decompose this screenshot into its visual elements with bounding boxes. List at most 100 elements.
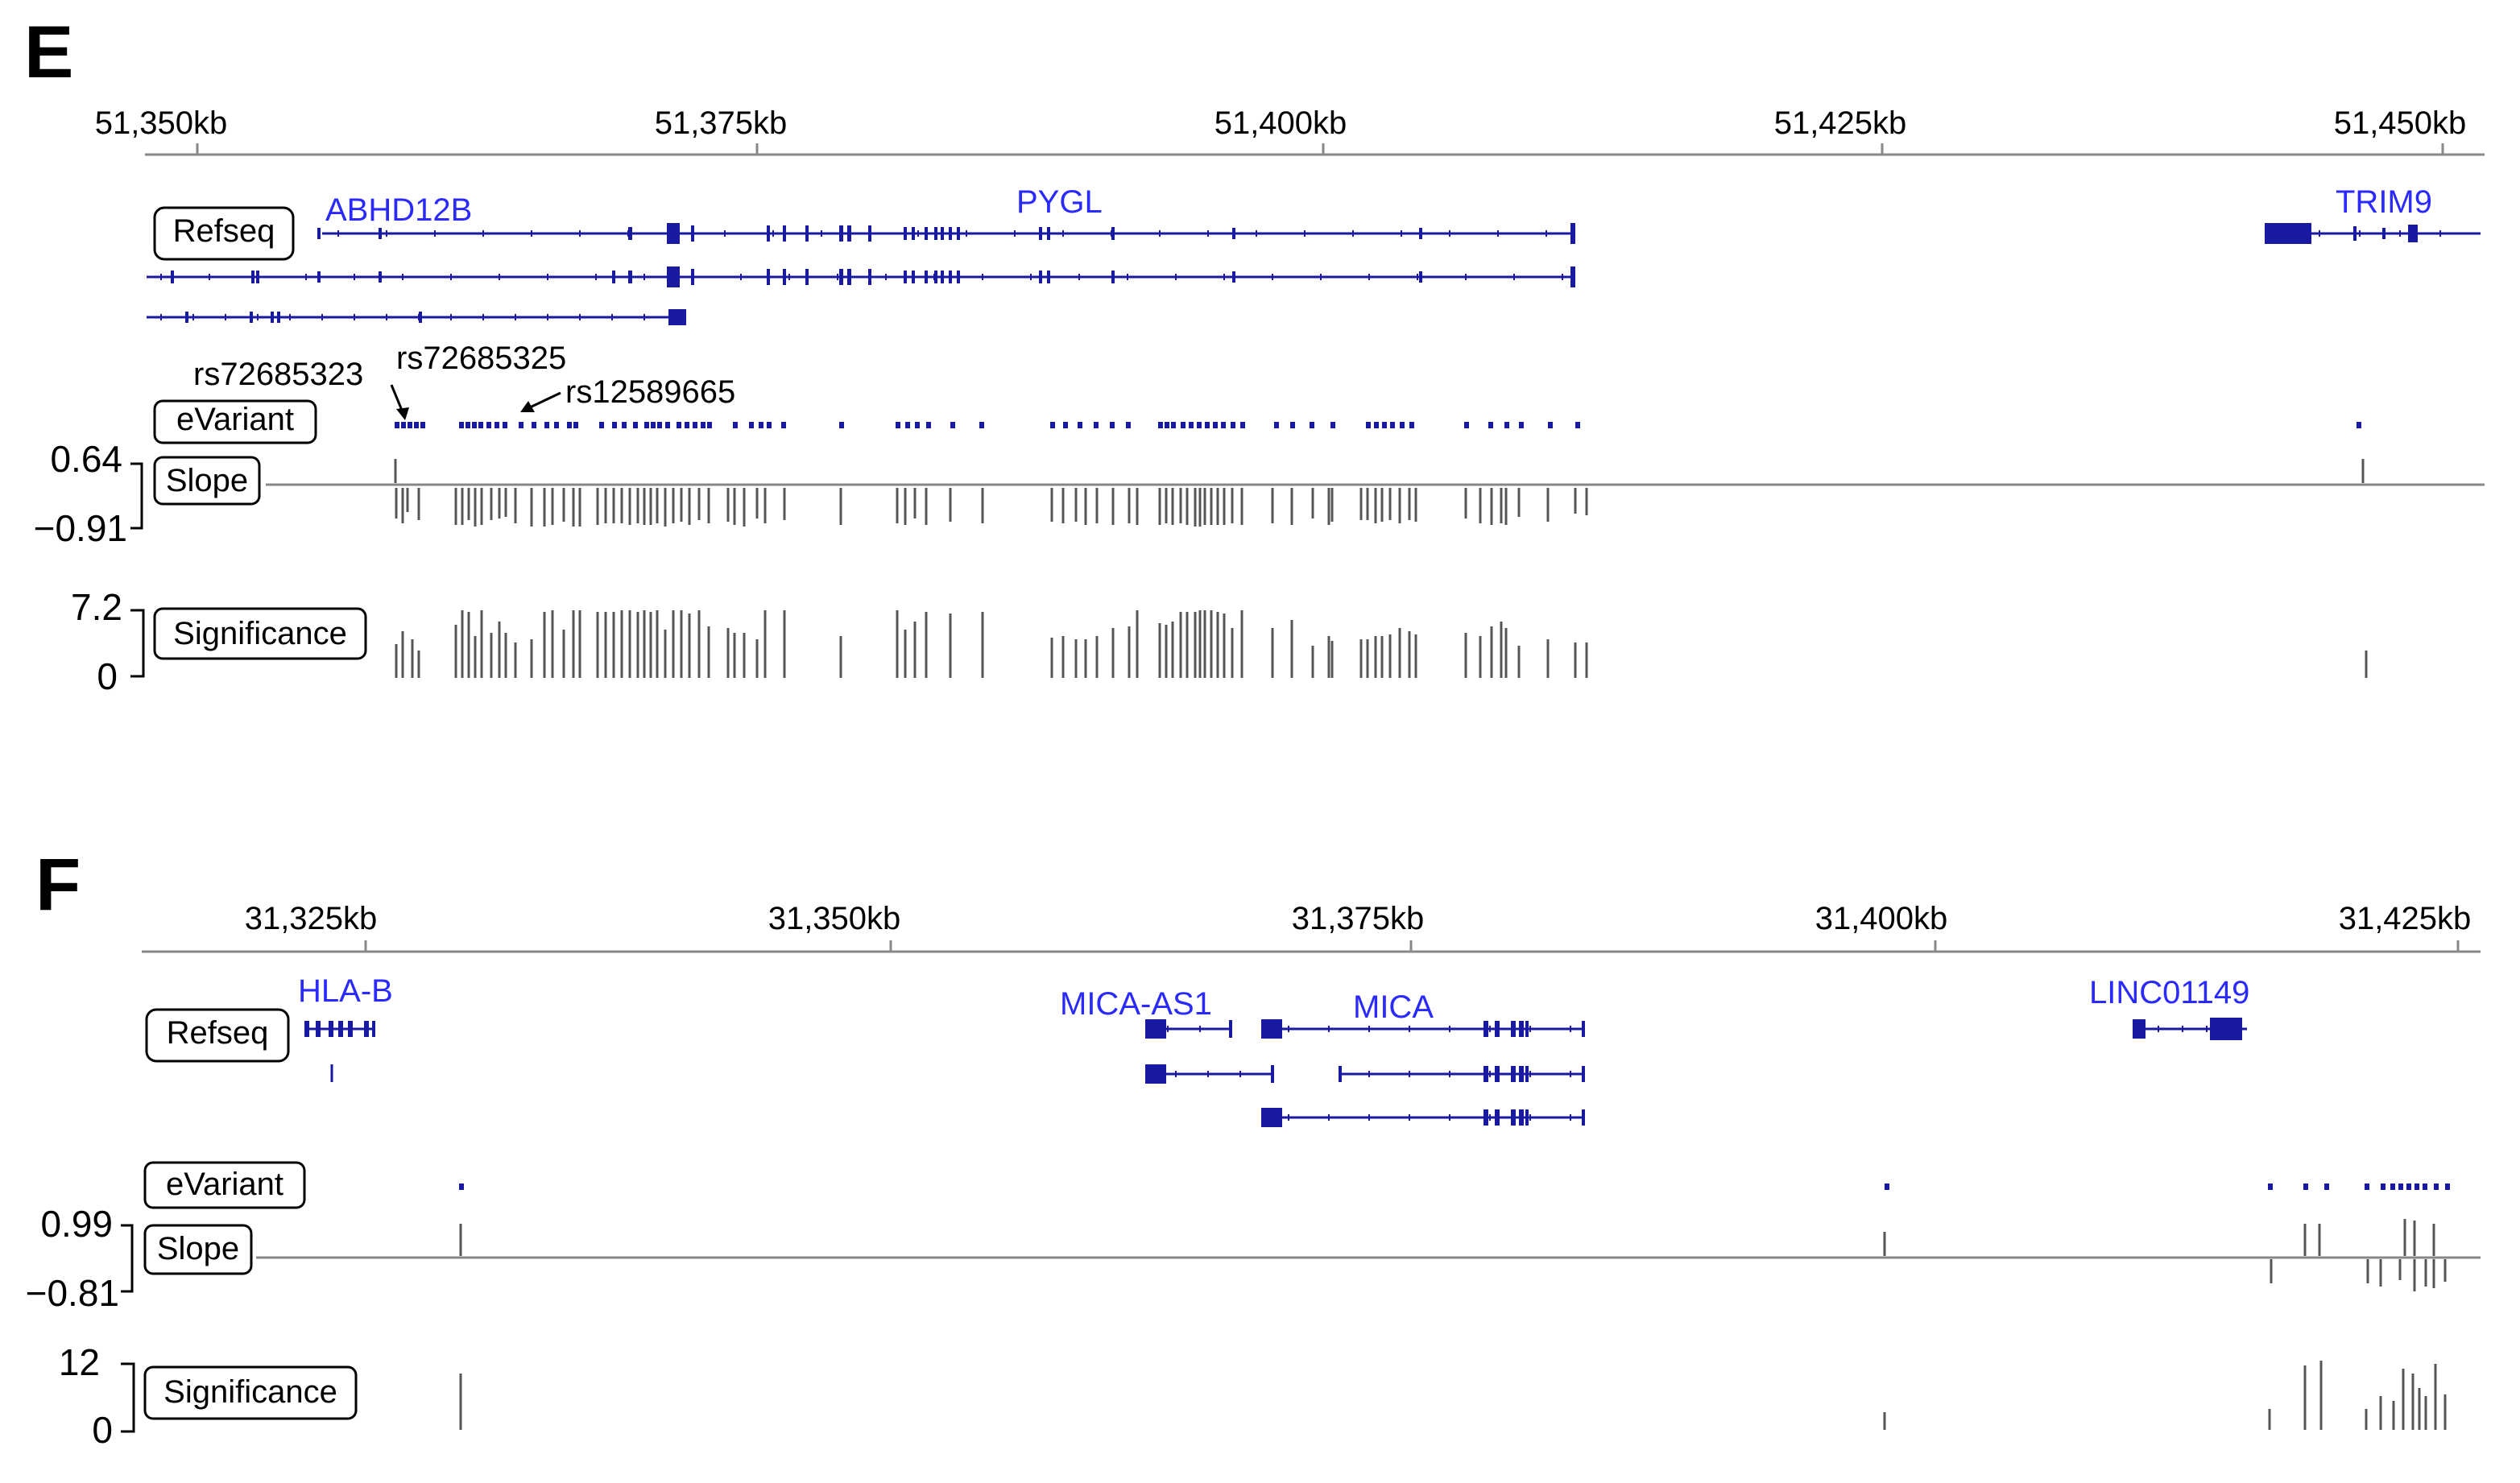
evariant-mark xyxy=(1171,422,1176,428)
evariant-mark xyxy=(2406,1184,2411,1190)
exon xyxy=(185,312,188,323)
exon xyxy=(904,227,907,240)
slope-track-f: 0.99 −0.81 Slope xyxy=(26,1203,2481,1314)
evariant-mark xyxy=(567,422,572,428)
evariant-mark xyxy=(950,422,955,428)
exon xyxy=(847,269,851,285)
exon xyxy=(364,1021,369,1037)
evariant-mark xyxy=(2390,1184,2395,1190)
exon xyxy=(2133,1019,2146,1039)
evariant-mark xyxy=(1519,422,1524,428)
evariant-mark xyxy=(633,422,638,428)
significance-track-label: Significance xyxy=(173,616,347,651)
ruler-tick-label: 31,350kb xyxy=(768,901,901,936)
evariant-mark xyxy=(459,1184,464,1190)
evariant-mark xyxy=(2324,1184,2329,1190)
snp-label-rs72685325: rs72685325 xyxy=(396,341,566,376)
evariant-mark xyxy=(1400,422,1405,428)
evariant-mark xyxy=(2365,1184,2369,1190)
track-label-box xyxy=(143,1365,358,1420)
evariant-mark xyxy=(1126,422,1131,428)
evariant-mark xyxy=(1181,422,1186,428)
evariant-mark xyxy=(494,422,499,428)
exon xyxy=(277,312,280,323)
evariant-mark xyxy=(2423,1184,2427,1190)
transcript-models-f xyxy=(304,1018,2247,1127)
slope-max-label: 0.64 xyxy=(50,438,122,480)
exon xyxy=(925,227,928,240)
exon xyxy=(767,225,770,242)
exon xyxy=(805,225,809,242)
evariant-mark xyxy=(1330,422,1335,428)
exon xyxy=(1519,1109,1524,1126)
slope-range-bracket xyxy=(121,1224,134,1293)
exon xyxy=(338,1021,343,1037)
exon xyxy=(1419,271,1422,283)
significance-range-bracket xyxy=(130,609,145,678)
slope-track-label: Slope xyxy=(157,1231,239,1266)
evariant-mark xyxy=(532,422,536,428)
evariant-mark xyxy=(2357,422,2361,428)
exon xyxy=(628,271,632,283)
evariant-mark xyxy=(599,422,604,428)
refseq-track-f: Refseq HLA-B MICA-AS1 MICA LINC01149 xyxy=(145,973,2249,1127)
exon xyxy=(1570,266,1575,287)
evariant-mark xyxy=(1063,422,1068,428)
track-label-box xyxy=(153,456,261,506)
evariant-mark xyxy=(2381,1184,2386,1190)
gene-label-mica: MICA xyxy=(1353,989,1434,1025)
exon xyxy=(256,271,259,283)
exon xyxy=(783,269,786,285)
gene-label-linc01149: LINC01149 xyxy=(2089,975,2249,1010)
snp-label-rs72685323: rs72685323 xyxy=(193,357,363,392)
exon xyxy=(1582,1066,1585,1082)
exon xyxy=(171,271,174,283)
gene-label-abhd12b: ABHD12B xyxy=(325,192,472,228)
slope-min-label: −0.81 xyxy=(26,1272,119,1314)
track-label-box xyxy=(153,206,295,261)
exon xyxy=(949,271,952,283)
exon xyxy=(957,271,960,283)
exon xyxy=(1047,227,1050,240)
evariant-mark xyxy=(1290,422,1295,428)
exon xyxy=(912,271,915,283)
evariant-mark xyxy=(1488,422,1493,428)
exon xyxy=(1511,1021,1516,1037)
evariant-mark xyxy=(1575,422,1580,428)
exon xyxy=(1483,1109,1488,1126)
evariant-mark xyxy=(1274,422,1279,428)
significance-max-label: 7.2 xyxy=(71,586,122,628)
evariant-mark xyxy=(2398,1184,2403,1190)
evariant-mark xyxy=(749,422,754,428)
evariant-mark xyxy=(693,422,697,428)
exon xyxy=(1525,1109,1529,1126)
evariant-mark xyxy=(612,422,617,428)
exon xyxy=(1271,1065,1274,1083)
exon xyxy=(1525,1066,1529,1082)
exon xyxy=(839,269,843,285)
exon xyxy=(304,1021,309,1037)
significance-max-label: 12 xyxy=(59,1341,100,1383)
evariant-mark xyxy=(1078,422,1082,428)
evariant-mark xyxy=(1205,422,1210,428)
refseq-track-label: Refseq xyxy=(167,1015,269,1051)
exon xyxy=(348,1021,353,1037)
exon xyxy=(372,1021,375,1037)
genomic-ruler-f: 31,325kb 31,350kb 31,375kb 31,400kb 31,4… xyxy=(142,901,2481,953)
evariant-mark xyxy=(759,422,763,428)
evariant-marks-e xyxy=(395,422,2361,428)
evariant-mark xyxy=(1382,422,1387,428)
evariant-mark xyxy=(420,422,425,428)
exon xyxy=(839,225,843,242)
evariant-mark xyxy=(1310,422,1314,428)
exon xyxy=(1261,1019,1282,1039)
exon xyxy=(912,227,915,240)
snp-arrow-rs12589665 xyxy=(520,391,561,412)
slope-track-e: 0.64 −0.91 Slope xyxy=(34,438,2485,549)
genomic-ruler-e: 51,350kb 51,375kb 51,400kb 51,425kb 51,4… xyxy=(95,105,2485,156)
evariant-mark xyxy=(733,422,738,428)
exon xyxy=(1111,271,1115,283)
significance-min-label: 0 xyxy=(97,655,118,697)
exon xyxy=(691,225,694,242)
exon xyxy=(317,228,321,239)
